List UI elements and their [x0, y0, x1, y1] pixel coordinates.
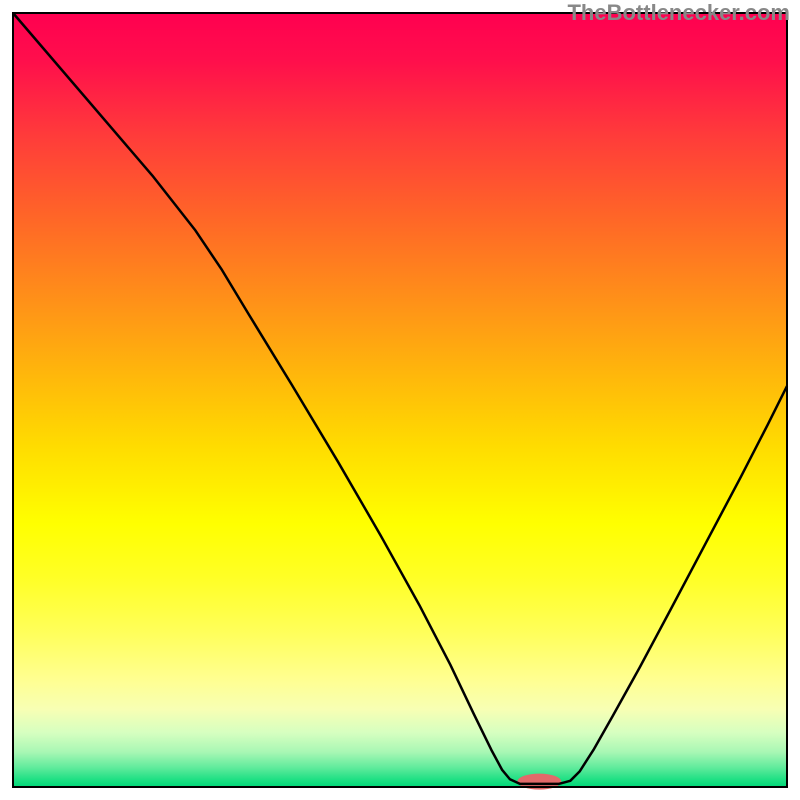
- plot-background: [13, 13, 787, 787]
- bottleneck-chart: TheBottlenecker.com: [0, 0, 800, 800]
- chart-plot-svg: [0, 0, 800, 800]
- watermark-text: TheBottlenecker.com: [567, 0, 790, 26]
